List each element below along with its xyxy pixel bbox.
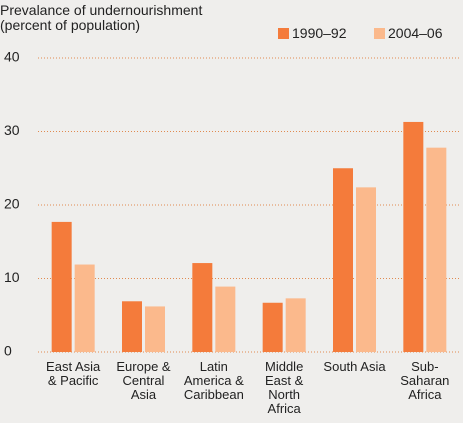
legend-label: 1990–92 — [292, 25, 347, 41]
y-tick-label: 20 — [4, 196, 20, 212]
legend-item: 1990–92 — [278, 26, 347, 41]
x-tick-label: East Asia & Pacific — [46, 359, 101, 388]
bar — [192, 263, 213, 352]
y-tick-label: 10 — [4, 269, 20, 285]
bar — [356, 187, 376, 352]
legend-item: 2004–06 — [374, 26, 443, 41]
bar — [403, 121, 424, 352]
chart-title: Prevalance of undernourishment — [0, 2, 203, 18]
legend-swatch — [374, 28, 385, 39]
bar — [426, 147, 447, 352]
y-tick-label: 0 — [4, 343, 12, 359]
bar — [145, 306, 165, 352]
x-tick-label: Latin America & Caribbean — [183, 359, 244, 402]
x-tick-label: Middle East & North Africa — [265, 359, 304, 416]
chart-subtitle: (percent of population) — [0, 17, 141, 33]
bar — [333, 168, 353, 352]
bar — [262, 302, 283, 352]
x-tick-label: South Asia — [323, 359, 386, 374]
x-tick-label: Europe & Central Asia — [116, 359, 171, 402]
bar — [74, 264, 95, 352]
y-tick-label: 40 — [4, 49, 20, 65]
legend-swatch — [278, 28, 289, 39]
x-tick-label: Sub-Saharan Africa — [400, 359, 450, 402]
bar — [285, 298, 306, 352]
bar — [51, 221, 72, 352]
legend-label: 2004–06 — [388, 25, 443, 41]
bar — [122, 301, 142, 352]
bar — [215, 286, 236, 352]
y-tick-label: 30 — [4, 122, 20, 138]
